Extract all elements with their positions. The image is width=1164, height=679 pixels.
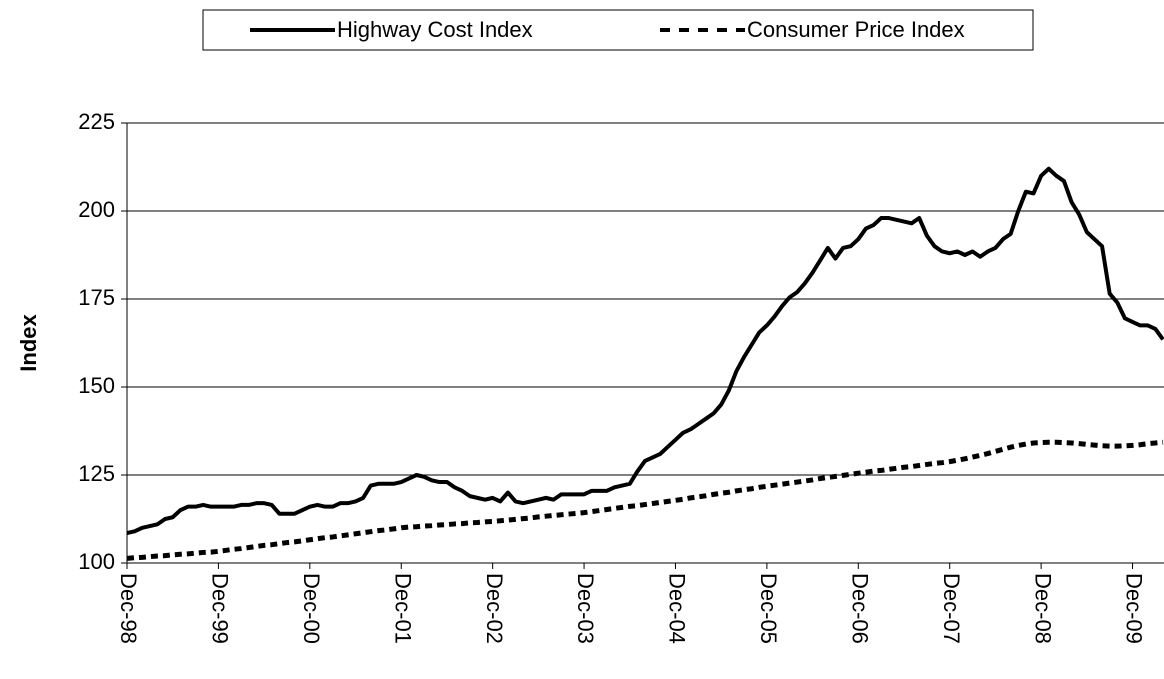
x-tick-label: Dec-03 xyxy=(573,573,598,644)
y-tick-label: 200 xyxy=(78,197,115,222)
x-tick-label: Dec-02 xyxy=(482,573,507,644)
series-line xyxy=(126,439,1164,561)
x-tick-label: Dec-99 xyxy=(208,573,233,644)
legend-label: Highway Cost Index xyxy=(337,17,533,42)
x-tick-label: Dec-05 xyxy=(756,573,781,644)
y-tick-label: 125 xyxy=(78,461,115,486)
x-tick-label: Dec-04 xyxy=(665,573,690,644)
legend-label: Consumer Price Index xyxy=(747,17,965,42)
x-tick-label: Dec-09 xyxy=(1122,573,1147,644)
x-tick-label: Dec-00 xyxy=(299,573,324,644)
x-tick-label: Dec-98 xyxy=(116,573,141,644)
y-axis-label: Index xyxy=(16,314,41,372)
y-tick-label: 100 xyxy=(78,549,115,574)
y-tick-label: 225 xyxy=(78,109,115,134)
series-line xyxy=(126,166,1164,536)
x-tick-label: Dec-06 xyxy=(847,573,872,644)
y-tick-label: 175 xyxy=(78,285,115,310)
x-tick-label: Dec-08 xyxy=(1030,573,1055,644)
legend-box xyxy=(202,9,1034,51)
x-tick-label: Dec-07 xyxy=(939,573,964,644)
y-tick-label: 150 xyxy=(78,373,115,398)
x-tick-label: Dec-01 xyxy=(390,573,415,644)
